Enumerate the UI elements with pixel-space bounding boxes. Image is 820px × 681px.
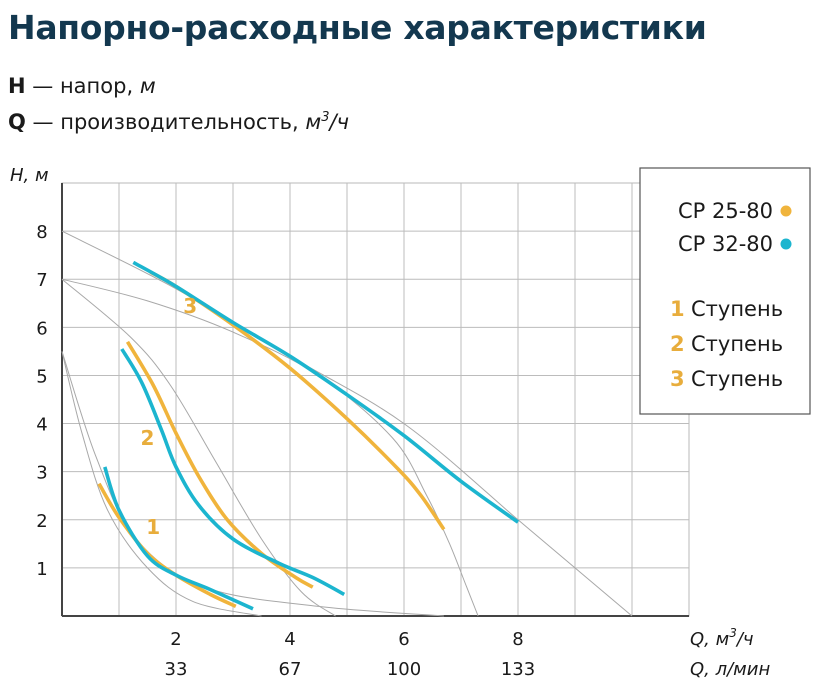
flow-description: производительность, [60, 110, 299, 134]
series-line-stage-2 [125, 340, 314, 589]
plot-area [61, 182, 690, 617]
flow-unit: м3/ч [305, 110, 349, 134]
head-dash: — [32, 74, 54, 98]
flow-symbol: Q [8, 110, 26, 134]
x-tick-sublabel: 133 [501, 659, 535, 680]
x-axis-label-tail: /ч [735, 629, 754, 650]
grid [61, 182, 690, 617]
y-tick-label: 6 [36, 318, 47, 339]
head-description: напор, [59, 74, 134, 98]
legend-stage-number: 3 [670, 367, 685, 391]
legend-stage-number: 2 [670, 332, 685, 356]
system-curve [61, 351, 262, 617]
y-tick-label: 2 [36, 511, 47, 532]
y-tick-label: 3 [36, 463, 47, 484]
series-line-stage-3 [132, 260, 520, 524]
head-definition: H — напор, м [8, 74, 156, 98]
system-curves [61, 230, 633, 617]
stage-labels: 1 2 3 [141, 294, 198, 539]
y-tick-label: 5 [36, 366, 47, 387]
x-axis-label-primary: Q, м3/ч [690, 626, 754, 650]
x-axis-label-secondary: Q, л/мин [690, 659, 770, 680]
legend-stage-label: Ступень [691, 367, 783, 391]
legend-series-marker [780, 205, 792, 217]
y-tick-label: 7 [36, 270, 47, 291]
x-tick-sublabel: 100 [387, 659, 421, 680]
stage-label: 1 [146, 515, 160, 539]
page-title: Напорно-расходные характеристики [8, 8, 707, 47]
head-symbol: H [8, 74, 26, 98]
y-axis-label: H, м [10, 165, 49, 186]
x-axis-label-base: Q, м [690, 629, 729, 650]
system-curve [61, 278, 336, 617]
flow-definition: Q — производительность, м3/ч [8, 110, 349, 134]
y-tick-label: 8 [36, 222, 47, 243]
x-tick-label: 6 [398, 629, 409, 650]
legend-series-label: CP 32-80 [678, 232, 773, 256]
series-lines [97, 260, 520, 611]
legend-stage-number: 1 [670, 297, 685, 321]
stage-label: 2 [141, 426, 155, 450]
system-curve [61, 230, 633, 617]
axes: H, м Q, м3/ч Q, л/мин [10, 165, 770, 680]
flow-unit-tail: /ч [329, 110, 350, 134]
system-curve [61, 278, 479, 617]
stage-label: 3 [183, 294, 197, 318]
flow-dash: — [32, 110, 54, 134]
x-tick-label: 4 [284, 629, 295, 650]
x-tick-sublabel: 67 [279, 659, 302, 680]
x-tick-label: 2 [170, 629, 181, 650]
series-line-stage-2 [120, 348, 346, 596]
y-tick-label: 4 [36, 415, 47, 436]
flow-unit-base: м [305, 110, 322, 134]
legend-stage-label: Ступень [691, 297, 783, 321]
legend-series-label: CP 25-80 [678, 199, 773, 223]
series-line-stage-1 [103, 466, 254, 611]
x-tick-label: 8 [512, 629, 523, 650]
legend-series-marker [780, 238, 792, 250]
head-unit: м [139, 74, 156, 98]
x-axis-label-sup: 3 [729, 626, 737, 640]
y-tick-label: 1 [36, 559, 47, 580]
flow-unit-sup: 3 [321, 110, 330, 125]
legend-stage-label: Ступень [691, 332, 783, 356]
x-tick-sublabel: 33 [165, 659, 188, 680]
